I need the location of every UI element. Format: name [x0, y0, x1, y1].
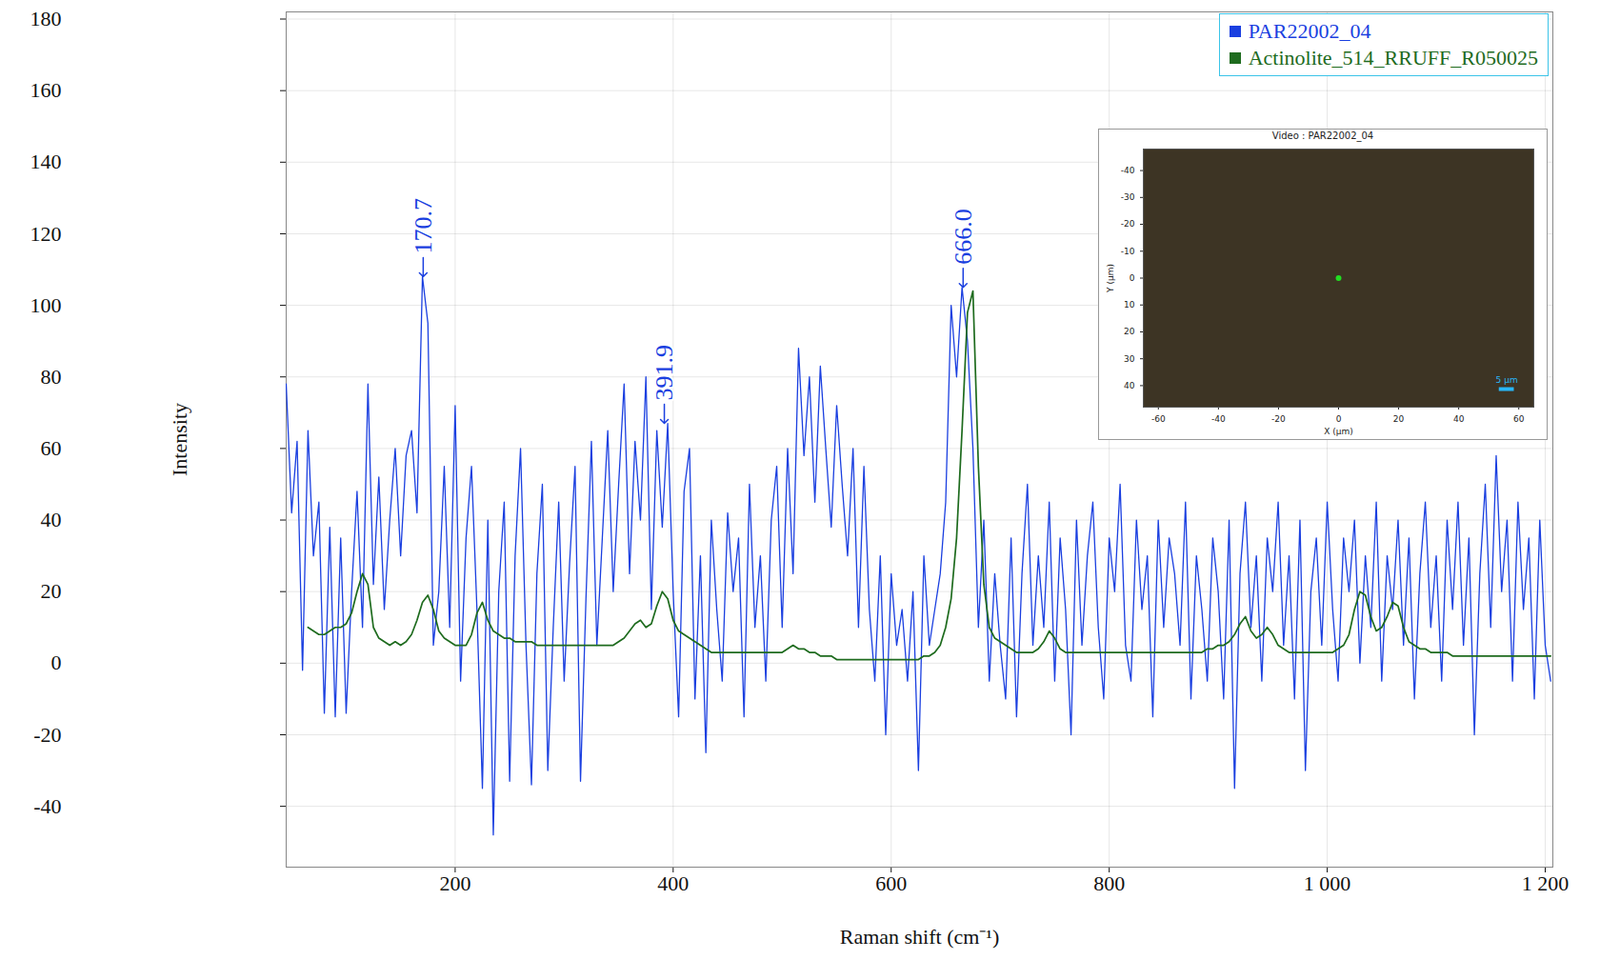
svg-text:40: 40: [40, 507, 62, 532]
svg-text:100: 100: [30, 293, 62, 318]
svg-text:10: 10: [1123, 300, 1136, 310]
svg-text:-40: -40: [33, 794, 61, 819]
svg-text:800: 800: [1093, 871, 1125, 896]
svg-text:20: 20: [40, 579, 62, 603]
svg-text:1 000: 1 000: [1303, 871, 1352, 896]
svg-text:-60: -60: [1151, 414, 1166, 424]
svg-text:30: 30: [1123, 354, 1136, 364]
svg-text:391.9: 391.9: [650, 344, 679, 401]
svg-text:0: 0: [1129, 273, 1136, 283]
svg-text:-40: -40: [1211, 414, 1226, 424]
svg-text:1 200: 1 200: [1521, 871, 1570, 896]
svg-text:-20: -20: [1120, 219, 1136, 229]
svg-text:5 µm: 5 µm: [1496, 375, 1519, 385]
html-text:Video : PAR22002_04: Video : PAR22002_04: [1272, 130, 1374, 141]
svg-text:40: 40: [1453, 414, 1465, 424]
svg-text:140: 140: [30, 149, 62, 174]
svg-text:400: 400: [657, 871, 689, 896]
svg-text:200: 200: [439, 871, 471, 896]
html-text:Actinolite_514_RRUFF_R050025: Actinolite_514_RRUFF_R050025: [1248, 45, 1539, 70]
svg-text:180: 180: [30, 6, 62, 31]
svg-text:-20: -20: [1271, 414, 1286, 424]
svg-text:666.0: 666.0: [949, 208, 978, 265]
svg-text:Raman shift (cm⁻¹): Raman shift (cm⁻¹): [840, 924, 1000, 949]
svg-text:-10: -10: [1120, 246, 1136, 257]
html-text:PAR22002_04: PAR22002_04: [1248, 19, 1371, 43]
svg-text:0: 0: [1336, 414, 1342, 424]
svg-text:-40: -40: [1120, 165, 1136, 176]
svg-text:0: 0: [51, 650, 62, 675]
svg-text:Intensity: Intensity: [167, 402, 192, 477]
svg-text:-30: -30: [1120, 192, 1136, 202]
svg-text:-20: -20: [33, 722, 61, 747]
svg-text:80: 80: [40, 364, 62, 389]
svg-text:20: 20: [1393, 414, 1405, 424]
svg-text:170.7: 170.7: [409, 198, 438, 255]
svg-text:20: 20: [1123, 326, 1136, 337]
svg-text:60: 60: [1513, 414, 1525, 424]
svg-text:60: 60: [40, 436, 62, 460]
svg-text:40: 40: [1123, 380, 1136, 391]
svg-text:160: 160: [30, 78, 62, 102]
svg-text:120: 120: [30, 220, 62, 245]
svg-text:X (µm): X (µm): [1323, 426, 1354, 437]
svg-text:600: 600: [875, 871, 907, 896]
svg-text:Y (µm): Y (µm): [1105, 263, 1116, 294]
